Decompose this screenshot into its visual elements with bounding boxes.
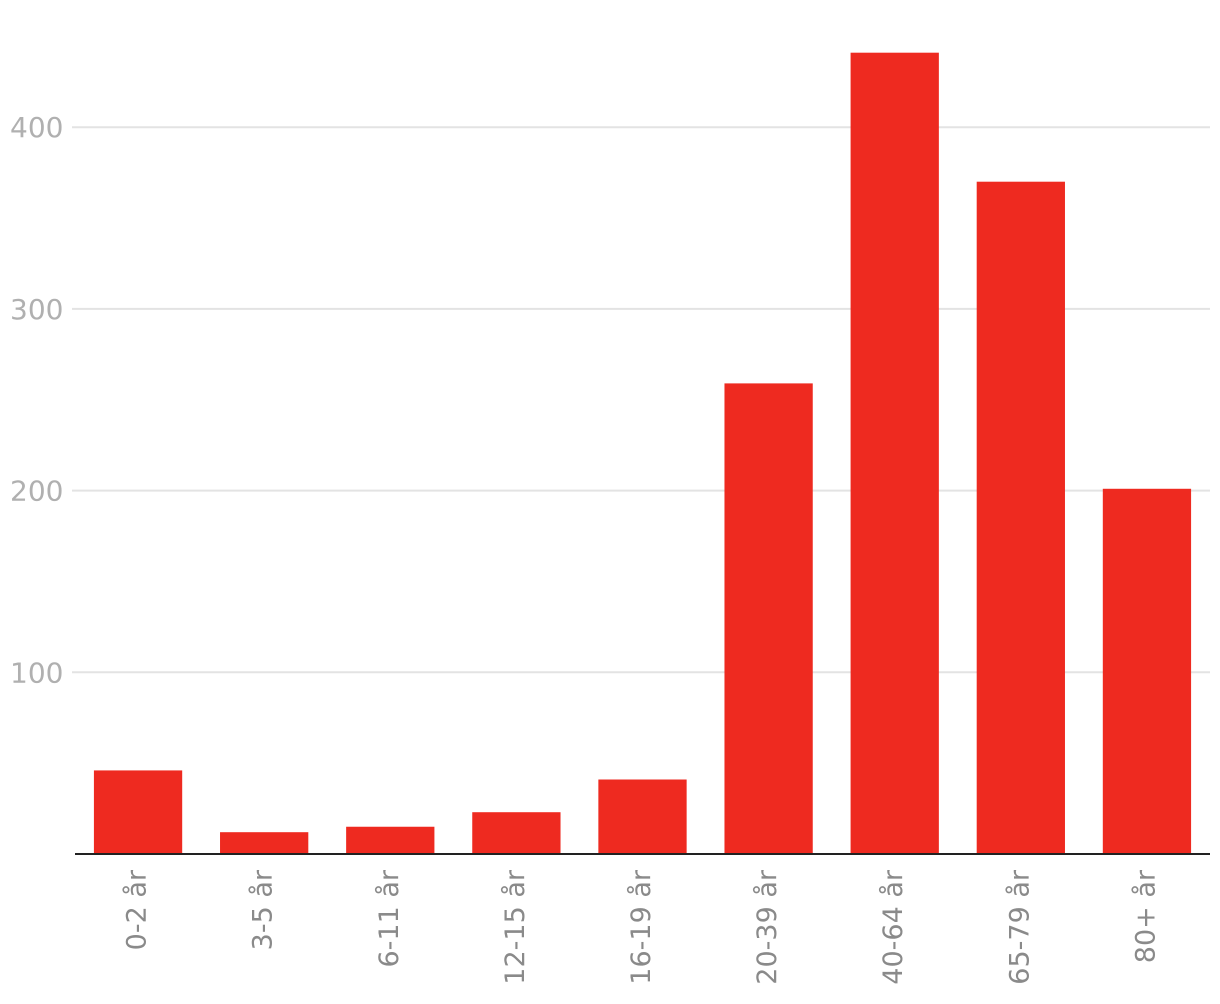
bar xyxy=(93,770,183,854)
x-tick-label: 40-64 år xyxy=(878,869,909,985)
bar xyxy=(850,52,939,855)
x-tick-label: 65-79 år xyxy=(1004,869,1035,985)
y-tick-label: 200 xyxy=(10,475,63,508)
bar xyxy=(598,779,687,854)
x-tick-label: 12-15 år xyxy=(500,869,531,985)
bar xyxy=(220,832,309,854)
x-tick-label: 80+ år xyxy=(1130,869,1161,963)
bar xyxy=(472,812,561,854)
x-tick-label: 16-19 år xyxy=(626,869,657,985)
y-tick-label: 400 xyxy=(10,111,63,144)
x-tick-label: 20-39 år xyxy=(752,869,783,985)
bar xyxy=(1102,488,1192,854)
y-tick-label: 300 xyxy=(10,293,63,326)
x-tick-label: 6-11 år xyxy=(374,869,405,967)
bar xyxy=(724,383,813,854)
bar xyxy=(346,826,435,854)
bar xyxy=(976,181,1065,854)
x-tick-label: 0-2 år xyxy=(122,869,153,950)
x-tick-label: 3-5 år xyxy=(248,869,279,950)
y-tick-label: 100 xyxy=(10,656,63,689)
